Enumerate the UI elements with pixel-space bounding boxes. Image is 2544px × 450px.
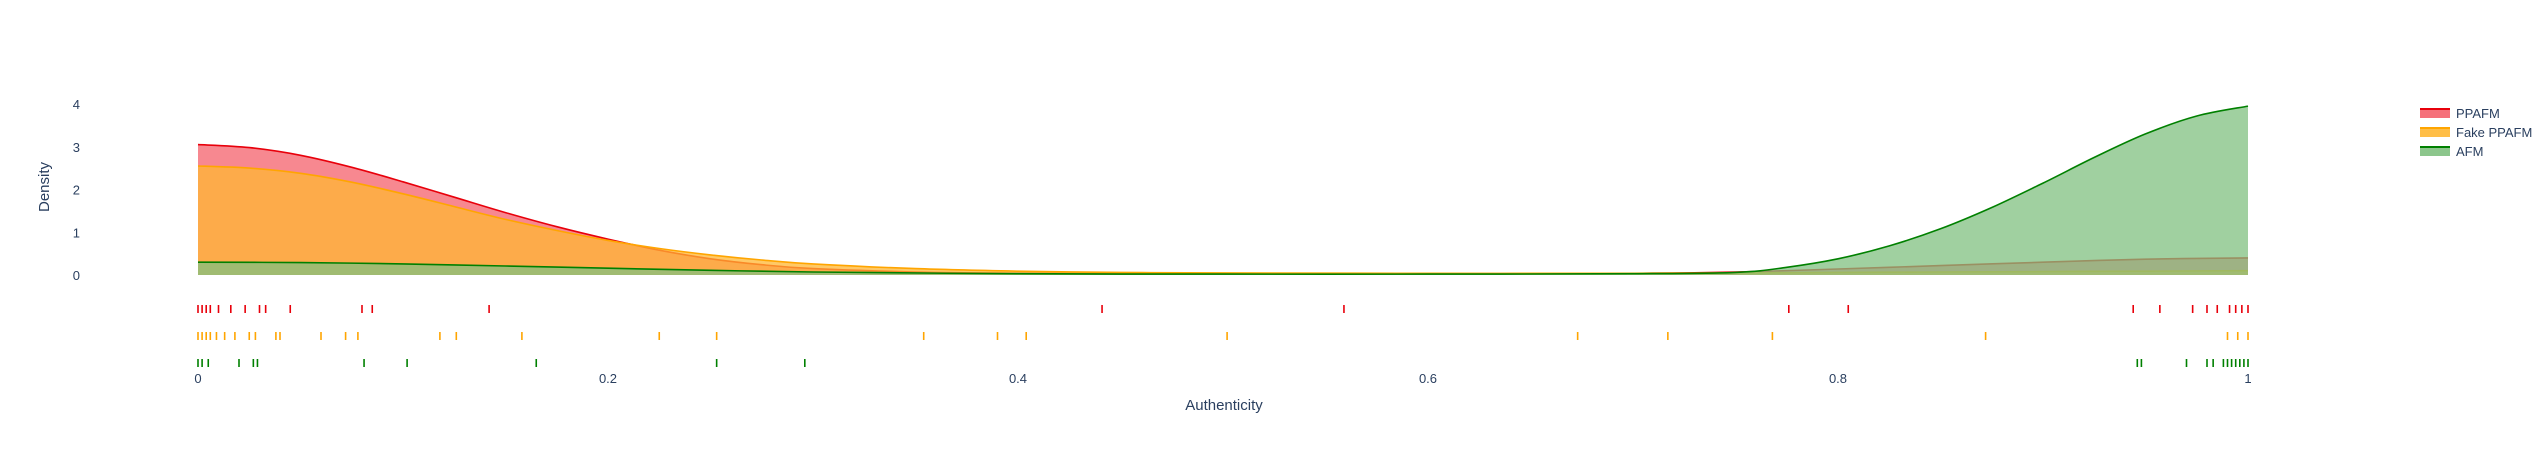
legend-item-afm[interactable]: AFM <box>2420 144 2483 159</box>
x-tick-label: 0.8 <box>1829 371 1847 386</box>
legend-swatch <box>2420 147 2450 156</box>
y-tick-label: 0 <box>73 268 80 283</box>
y-tick-label: 1 <box>73 225 80 240</box>
y-tick-label: 4 <box>73 97 80 112</box>
legend[interactable]: PPAFM Fake PPAFM AFM <box>2420 106 2532 159</box>
legend-label: AFM <box>2456 144 2483 159</box>
legend-item-ppafm[interactable]: PPAFM <box>2420 106 2500 121</box>
x-axis-ticks: 0 0.2 0.4 0.6 0.8 1 <box>194 371 2251 386</box>
density-areas <box>197 105 2249 275</box>
x-tick-label: 0.2 <box>599 371 617 386</box>
legend-swatch <box>2420 109 2450 118</box>
density-area-afm <box>198 106 2248 275</box>
legend-item-fake-ppafm[interactable]: Fake PPAFM <box>2420 125 2532 140</box>
x-tick-label: 1 <box>2244 371 2251 386</box>
rug-plots <box>197 305 2249 367</box>
y-axis-ticks: 0 1 2 3 4 <box>73 97 80 283</box>
legend-label: PPAFM <box>2456 106 2500 121</box>
legend-swatch <box>2420 128 2450 137</box>
legend-label: Fake PPAFM <box>2456 125 2532 140</box>
x-axis-title: Authenticity <box>1185 397 1263 414</box>
x-tick-label: 0.4 <box>1009 371 1027 386</box>
x-tick-label: 0.6 <box>1419 371 1437 386</box>
x-tick-label: 0 <box>194 371 201 386</box>
y-tick-label: 2 <box>73 183 80 198</box>
y-tick-label: 3 <box>73 140 80 155</box>
density-line-afm <box>197 105 2249 275</box>
y-axis-title: Density <box>36 161 53 212</box>
